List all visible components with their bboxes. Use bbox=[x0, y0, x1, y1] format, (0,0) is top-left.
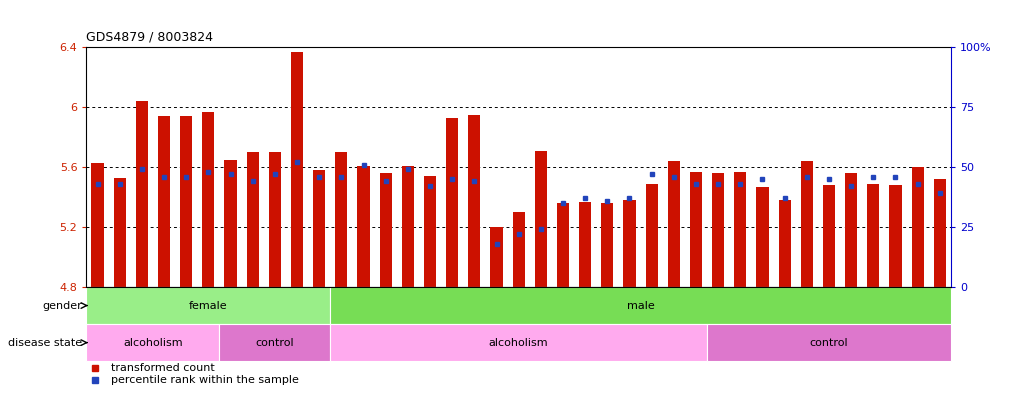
Text: control: control bbox=[255, 338, 294, 348]
Bar bbox=[668, 161, 680, 287]
Bar bbox=[202, 112, 215, 287]
Text: female: female bbox=[189, 301, 228, 310]
Bar bbox=[868, 184, 880, 287]
Bar bbox=[291, 51, 303, 287]
Text: GDS4879 / 8003824: GDS4879 / 8003824 bbox=[86, 30, 214, 43]
Bar bbox=[225, 160, 237, 287]
Bar bbox=[601, 203, 613, 287]
Bar bbox=[313, 170, 325, 287]
Bar bbox=[268, 152, 281, 287]
Bar bbox=[934, 179, 946, 287]
Bar bbox=[158, 116, 170, 287]
Bar bbox=[707, 324, 951, 361]
Bar bbox=[86, 324, 220, 361]
Bar bbox=[757, 187, 769, 287]
Bar bbox=[379, 173, 392, 287]
Bar bbox=[331, 324, 707, 361]
Bar bbox=[114, 178, 126, 287]
Bar bbox=[800, 161, 813, 287]
Bar bbox=[331, 287, 951, 324]
Bar bbox=[468, 115, 480, 287]
Bar bbox=[623, 200, 636, 287]
Bar bbox=[779, 200, 791, 287]
Bar bbox=[712, 173, 724, 287]
Text: alcoholism: alcoholism bbox=[489, 338, 548, 348]
Bar bbox=[402, 165, 414, 287]
Text: percentile rank within the sample: percentile rank within the sample bbox=[111, 375, 299, 385]
Bar bbox=[911, 167, 923, 287]
Bar bbox=[135, 101, 147, 287]
Bar bbox=[220, 324, 331, 361]
Text: control: control bbox=[810, 338, 848, 348]
Bar bbox=[180, 116, 192, 287]
Text: disease state: disease state bbox=[8, 338, 82, 348]
Bar bbox=[579, 202, 591, 287]
Bar bbox=[690, 172, 702, 287]
Text: transformed count: transformed count bbox=[111, 363, 215, 373]
Bar bbox=[86, 287, 331, 324]
Text: alcoholism: alcoholism bbox=[123, 338, 183, 348]
Bar bbox=[845, 173, 857, 287]
Bar bbox=[424, 176, 436, 287]
Bar bbox=[890, 185, 902, 287]
Bar bbox=[646, 184, 658, 287]
Bar bbox=[557, 203, 570, 287]
Text: male: male bbox=[626, 301, 655, 310]
Bar bbox=[446, 118, 459, 287]
Bar bbox=[336, 152, 348, 287]
Bar bbox=[357, 165, 369, 287]
Bar bbox=[490, 227, 502, 287]
Bar bbox=[513, 212, 525, 287]
Bar bbox=[535, 151, 547, 287]
Bar bbox=[734, 172, 746, 287]
Bar bbox=[246, 152, 258, 287]
Bar bbox=[92, 163, 104, 287]
Bar bbox=[823, 185, 835, 287]
Text: gender: gender bbox=[43, 301, 82, 310]
